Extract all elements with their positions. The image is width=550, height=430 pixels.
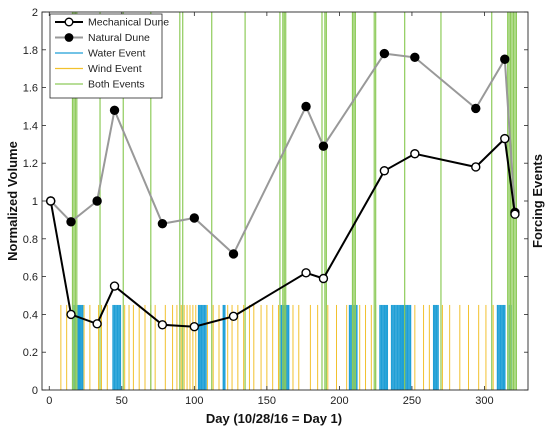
natural-dune-point	[410, 52, 420, 63]
y-tick-label: 0.8	[23, 234, 38, 246]
x-tick-label: 300	[475, 395, 493, 407]
y-tick-label: 1.4	[23, 120, 38, 132]
mechanical-dune-point	[500, 133, 510, 144]
mechanical-dune-point	[66, 309, 76, 320]
mechanical-dune-point	[228, 311, 239, 321]
x-tick-label: 200	[330, 395, 348, 407]
mechanical-dune-point	[157, 320, 168, 330]
y-tick-label: 1.8	[23, 45, 38, 57]
x-tick-label: 100	[185, 395, 203, 407]
legend-label-water-event: Water Event	[88, 48, 145, 60]
x-tick-label: 50	[116, 395, 128, 407]
forcing-events-layer	[60, 12, 517, 390]
y-tick-label: 1.2	[23, 158, 38, 170]
natural-dune-point	[471, 103, 481, 114]
mechanical-dune-point	[410, 149, 420, 159]
mechanical-dune-point	[109, 281, 120, 291]
mechanical-dune-point	[318, 273, 329, 284]
natural-dune-point	[109, 105, 120, 115]
legend-items: Mechanical Dune Natural Dune Water Event Wi…	[55, 17, 169, 91]
legend: Mechanical Dune Natural Dune Water Event Wi…	[49, 13, 169, 99]
y-tick-label: 0.2	[23, 347, 38, 359]
legend-marker-natural-dune	[64, 33, 74, 42]
y-tick-label: 0	[32, 385, 38, 397]
mechanical-dune-point	[92, 319, 102, 329]
mechanical-dune-point	[510, 209, 520, 219]
legend-label-mechanical-dune: Mechanical Dune	[88, 17, 169, 29]
y-tick-label: 0.6	[23, 272, 38, 284]
legend-marker-mechanical-dune	[64, 17, 74, 27]
ticks-layer: 0 50 100 150 200 250 300 0 0.2 0.4 0.6 0.8 1 1.2 1.4 1.…	[23, 7, 528, 407]
natural-dune-point	[318, 141, 329, 151]
natural-dune-point	[301, 101, 311, 112]
legend-label-both-events: Both Events	[88, 79, 145, 91]
mechanical-dune-point	[301, 268, 311, 278]
x-tick-label: 0	[46, 395, 52, 407]
right-axis-title: Forcing Events	[530, 154, 545, 248]
mechanical-dune-point	[379, 166, 390, 176]
series-layer	[46, 48, 520, 332]
mechanical-dune-point	[46, 196, 56, 206]
mechanical-dune-line	[49, 136, 516, 328]
x-tick-label: 150	[258, 395, 276, 407]
natural-dune-point	[379, 48, 390, 59]
mechanical-dune-point	[189, 321, 200, 332]
y-tick-label: 1	[32, 196, 38, 208]
natural-dune-point	[228, 249, 239, 259]
y-axis-title: Normalized Volume	[5, 141, 20, 261]
natural-dune-point	[500, 54, 510, 64]
x-axis-title: Day (10/28/16 = Day 1)	[206, 411, 342, 426]
natural-dune-point	[189, 213, 200, 223]
y-tick-label: 1.6	[23, 83, 38, 95]
natural-dune-point	[92, 196, 102, 206]
y-tick-label: 0.4	[23, 309, 38, 321]
x-tick-label: 250	[403, 395, 421, 407]
legend-label-natural-dune: Natural Dune	[88, 32, 150, 44]
legend-label-wind-event: Wind Event	[88, 63, 142, 75]
natural-dune-point	[157, 218, 168, 229]
mechanical-dune-point	[471, 162, 481, 172]
natural-dune-line	[49, 52, 516, 256]
natural-dune-point	[66, 217, 76, 227]
y-tick-label: 2	[32, 7, 38, 19]
